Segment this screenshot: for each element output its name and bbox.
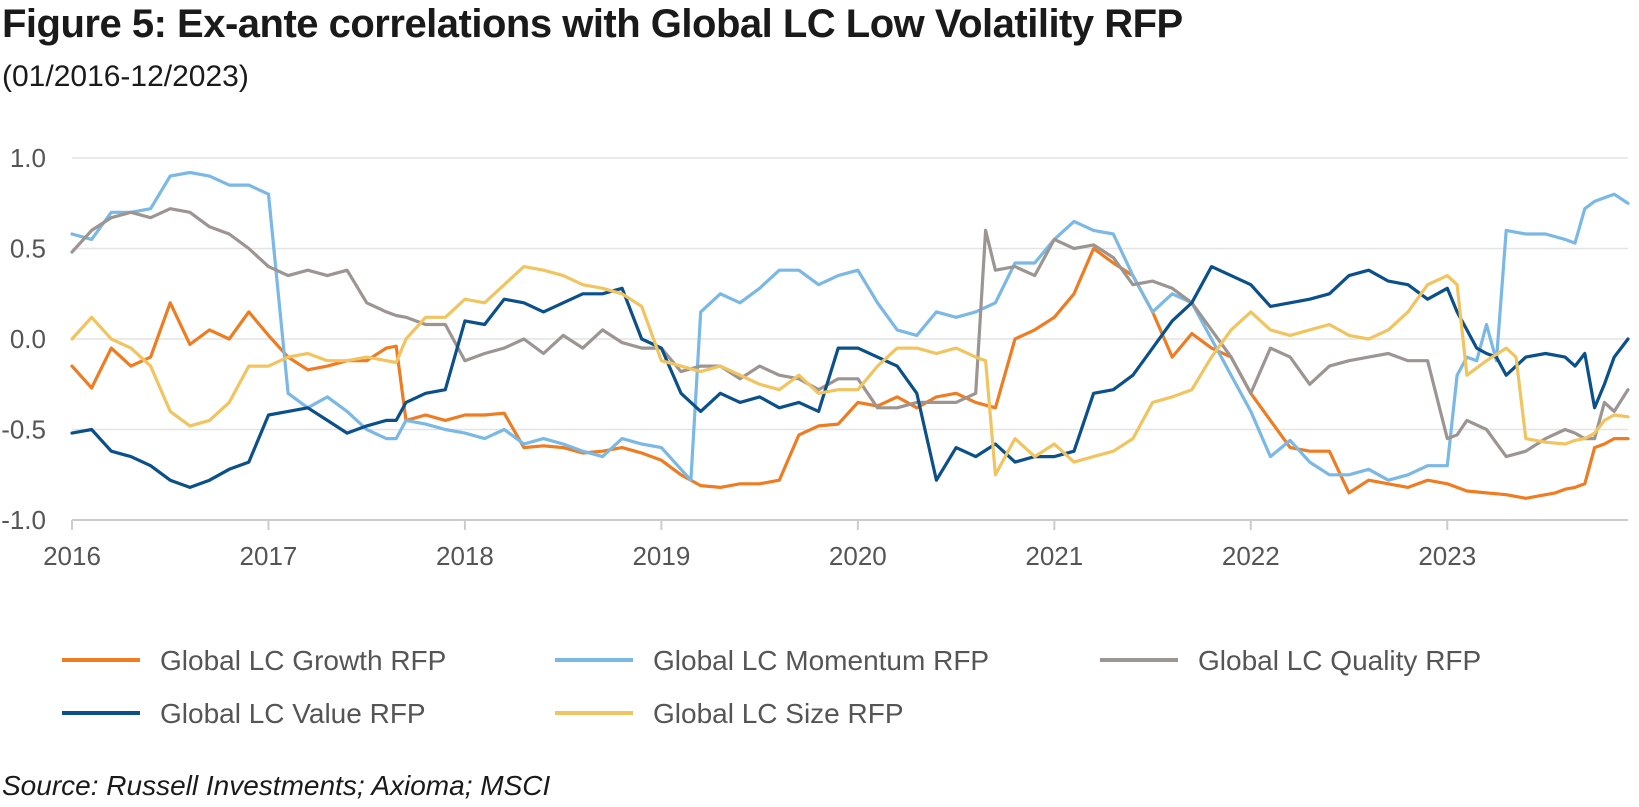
x-tick-label: 2021 xyxy=(1025,541,1083,571)
y-tick-label: -1.0 xyxy=(1,505,46,535)
series-line-1 xyxy=(70,170,1630,482)
series-lines xyxy=(70,170,1630,500)
x-axis: 2016 2017 2018 2019 2020 2021 2022 2023 xyxy=(43,520,1476,571)
legend-label: Global LC Value RFP xyxy=(160,698,426,729)
gridlines xyxy=(72,157,1628,521)
x-tick-label: 2019 xyxy=(632,541,690,571)
x-tick-label: 2018 xyxy=(436,541,494,571)
x-tick-label: 2016 xyxy=(43,541,101,571)
legend-label: Global LC Momentum RFP xyxy=(653,645,989,676)
legend-label: Global LC Size RFP xyxy=(653,698,904,729)
source-note: Source: Russell Investments; Axioma; MSC… xyxy=(2,770,551,801)
x-tick-label: 2017 xyxy=(240,541,298,571)
y-tick-label: 0.0 xyxy=(10,324,46,354)
chart-title: Figure 5: Ex-ante correlations with Glob… xyxy=(2,2,1183,46)
y-tick-label: 1.0 xyxy=(10,143,46,173)
y-axis: 1.0 0.5 0.0 -0.5 -1.0 xyxy=(1,143,46,535)
x-tick-label: 2020 xyxy=(829,541,887,571)
series-line-0 xyxy=(70,246,1630,500)
chart-subtitle: (01/2016-12/2023) xyxy=(2,60,249,93)
series-line-3 xyxy=(70,265,1630,489)
x-tick-label: 2023 xyxy=(1418,541,1476,571)
y-tick-label: 0.5 xyxy=(10,234,46,264)
x-tick-label: 2022 xyxy=(1222,541,1280,571)
line-chart: 1.00.50.0-0.5-1.0 2016 2017 2018 2019 2020 20… xyxy=(1,143,1630,729)
legend: Global LC Growth RFP Global LC Momentum R… xyxy=(62,645,1481,729)
series-line-2 xyxy=(70,207,1630,459)
y-tick-label: -0.5 xyxy=(1,415,46,445)
series-line-4 xyxy=(70,265,1630,477)
legend-label: Global LC Quality RFP xyxy=(1198,645,1481,676)
legend-label: Global LC Growth RFP xyxy=(160,645,446,676)
